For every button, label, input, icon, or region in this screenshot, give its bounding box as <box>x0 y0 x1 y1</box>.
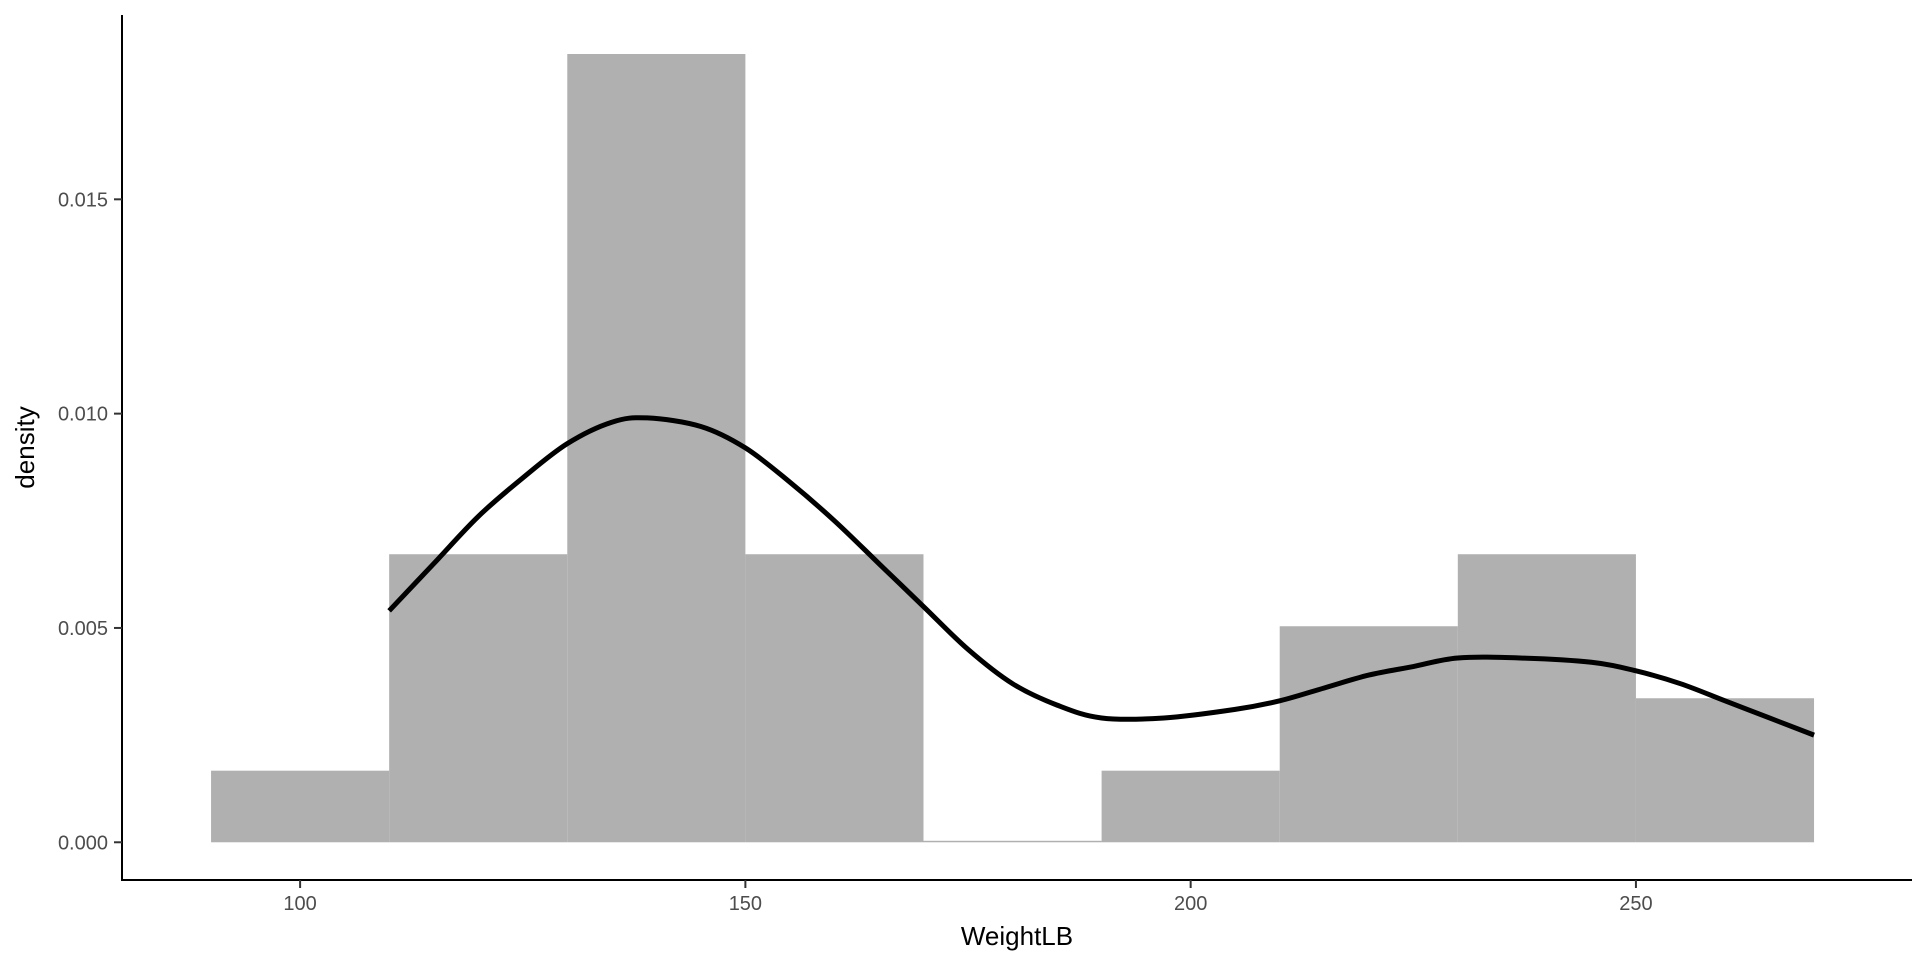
histogram-bar-5 <box>1101 770 1280 843</box>
y-tick-label: 0.000 <box>58 832 108 854</box>
y-tick-label: 0.010 <box>58 404 108 426</box>
x-tick-label: 100 <box>283 893 316 915</box>
x-tick-label: 250 <box>1619 893 1652 915</box>
y-tick-label: 0.015 <box>58 189 108 211</box>
x-tick-label: 150 <box>729 893 762 915</box>
histogram-bar-7 <box>1457 554 1636 843</box>
x-tick-label: 200 <box>1174 893 1207 915</box>
histogram-bar-2 <box>567 54 746 843</box>
histogram-bar-6 <box>1279 626 1458 843</box>
histogram-bar-0 <box>211 770 390 843</box>
y-axis-ticks: 0.000 0.005 0.010 0.015 <box>58 189 122 854</box>
histogram-bar-1 <box>389 554 568 843</box>
histogram-bar-3 <box>745 554 924 843</box>
density-curve <box>387 415 1815 738</box>
x-axis-title: WeightLB <box>961 921 1073 951</box>
histogram-bar-4 <box>923 840 1102 843</box>
y-tick-label: 0.005 <box>58 618 108 640</box>
y-axis-title: density <box>10 406 40 488</box>
histogram-bar-8 <box>1635 698 1815 843</box>
x-axis-ticks: 100 150 200 250 <box>283 880 1653 915</box>
histogram-bars <box>211 54 1815 843</box>
